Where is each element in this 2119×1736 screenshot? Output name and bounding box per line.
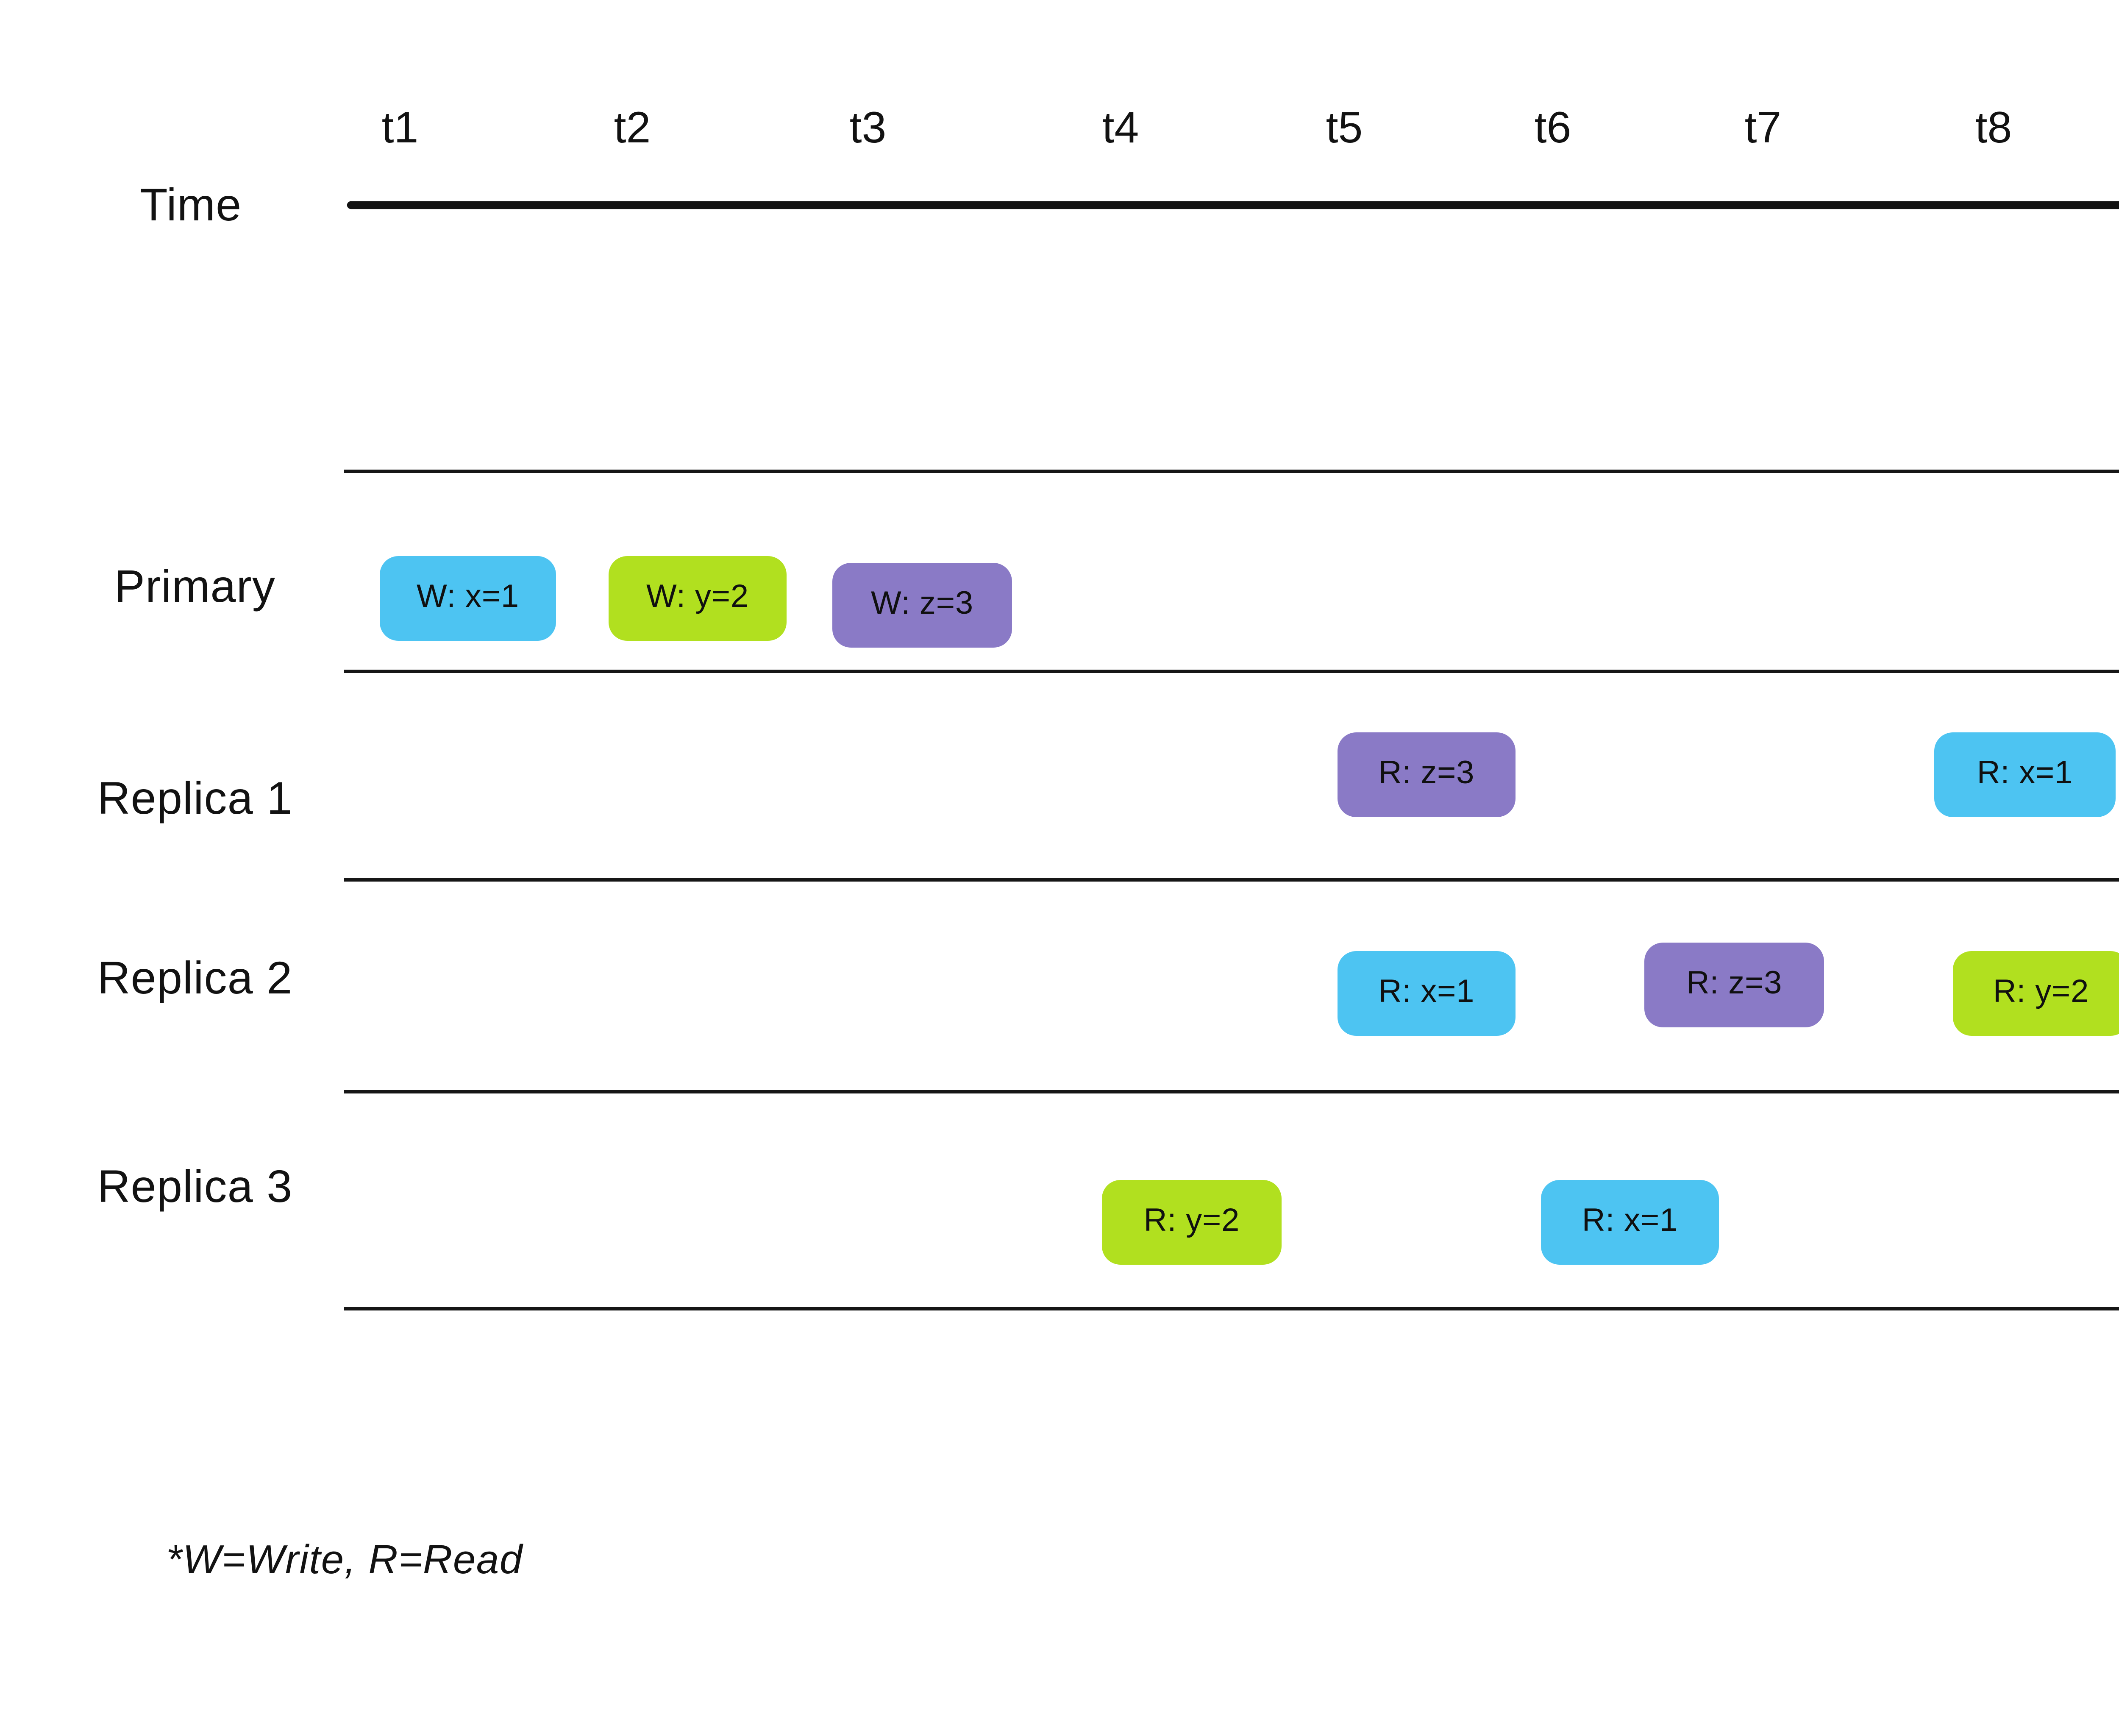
separator-below-primary xyxy=(344,670,2119,673)
time-tick-t6: t6 xyxy=(1534,101,1571,152)
separator-below-replica-3 xyxy=(344,1307,2119,1310)
op-label: R: y=2 xyxy=(1143,1204,1240,1239)
op-label: R: x=1 xyxy=(1378,975,1475,1010)
op-label: R: x=1 xyxy=(1582,1204,1678,1239)
op-label: R: z=3 xyxy=(1686,966,1783,1002)
time-tick-t1: t1 xyxy=(381,101,419,152)
time-tick-t3: t3 xyxy=(849,101,887,152)
row-label-replica-1: Replica 1 xyxy=(97,772,293,823)
time-tick-t2: t2 xyxy=(614,101,651,152)
separator-below-replica-1 xyxy=(344,878,2119,882)
op-replica1-read-x1: R: x=1 xyxy=(1934,732,2116,817)
op-replica3-read-x1: R: x=1 xyxy=(1541,1180,1719,1265)
time-tick-t4: t4 xyxy=(1102,101,1139,152)
op-replica1-read-z3: R: z=3 xyxy=(1338,732,1516,817)
time-tick-t5: t5 xyxy=(1326,101,1363,152)
op-label: W: x=1 xyxy=(416,580,519,615)
op-label: R: x=1 xyxy=(1977,756,2073,792)
row-label-replica-2: Replica 2 xyxy=(97,952,293,1003)
op-label: W: z=3 xyxy=(870,587,973,622)
op-label: R: z=3 xyxy=(1378,756,1475,792)
time-tick-t8: t8 xyxy=(1975,101,2012,152)
op-label: R: y=2 xyxy=(1993,975,2089,1010)
row-label-replica-3: Replica 3 xyxy=(97,1160,293,1211)
op-primary-write-y2: W: y=2 xyxy=(609,556,787,641)
row-label-primary: Primary xyxy=(114,560,276,611)
time-axis-title: Time xyxy=(139,179,242,230)
op-primary-write-x1: W: x=1 xyxy=(380,556,556,641)
time-arrow xyxy=(347,201,2119,209)
op-replica2-read-x1: R: x=1 xyxy=(1338,951,1516,1036)
time-tick-t7: t7 xyxy=(1744,101,1782,152)
separator-below-replica-2 xyxy=(344,1090,2119,1093)
separator-above-primary xyxy=(344,470,2119,473)
op-primary-write-z3: W: z=3 xyxy=(832,563,1012,648)
op-replica2-read-y2: R: y=2 xyxy=(1953,951,2119,1036)
legend-note: *W=Write, R=Read xyxy=(166,1538,523,1583)
op-replica2-read-z3: R: z=3 xyxy=(1644,943,1824,1027)
op-label: W: y=2 xyxy=(646,580,749,615)
op-replica3-read-y2: R: y=2 xyxy=(1102,1180,1282,1265)
